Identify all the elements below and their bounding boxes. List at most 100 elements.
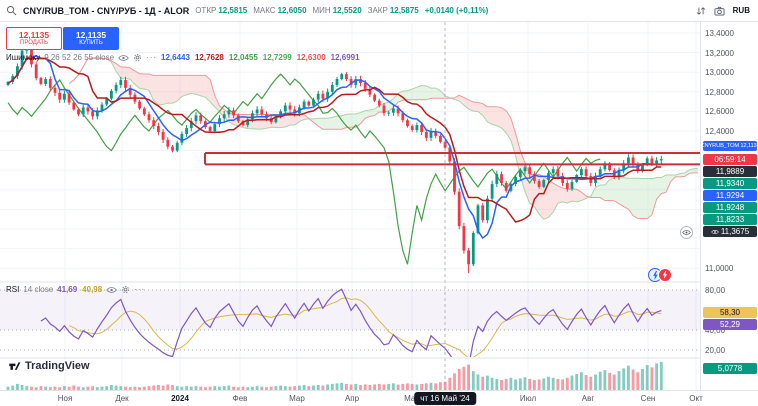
time-label: 2024: [171, 394, 189, 403]
price-tick: 12,4000: [705, 127, 734, 136]
ohlc-values: ОТКР 12,5815 МАКС 12,6050 МИН 12,5520 ЗАКР 12,5…: [195, 6, 419, 15]
symbol-price-label: CNYRUB_TOM 12,1135: [703, 141, 757, 152]
more-options-icon[interactable]: ···: [146, 53, 158, 62]
volume-value-label: 5,0778: [703, 363, 757, 374]
rsi-legend[interactable]: RSI 14 close 41,69 40,98 ···: [6, 285, 145, 294]
alert-buttons: [648, 268, 672, 282]
rsi-value: 41,69: [57, 285, 78, 294]
camera-icon[interactable]: [714, 6, 725, 16]
ichimoku-value: 12,6443: [161, 53, 190, 62]
indicator-name: RSI: [6, 285, 20, 294]
gear-icon[interactable]: [121, 285, 130, 294]
rsi-value-label: 52,29: [703, 318, 757, 330]
eye-icon[interactable]: [118, 54, 129, 62]
buy-price: 12,1135: [75, 29, 107, 40]
ohlc-label: ЗАКР: [367, 6, 388, 15]
candles: [6, 31, 663, 274]
rsi-ma-line: [68, 297, 662, 357]
time-label: Июл: [519, 394, 537, 403]
ichimoku-value: 12,6991: [330, 53, 360, 62]
logo-text: TradingView: [25, 359, 90, 372]
ichimoku-value: 12,7299: [262, 53, 292, 62]
volume-bars: [6, 361, 663, 390]
indicator-price-label: 11,9889: [703, 166, 757, 178]
ichimoku-legend[interactable]: Ишимоку 9 26 52 26 55 close ··· 12,6443 1…: [6, 53, 360, 62]
time-label: Окт: [689, 394, 703, 403]
header-right-tools: RUB: [696, 6, 752, 16]
ichimoku-cloud: [69, 57, 698, 220]
indicator-params: 14 close: [23, 285, 54, 294]
time-label: Сен: [640, 394, 656, 403]
ichimoku-value: 12,0455: [228, 53, 258, 62]
sell-button[interactable]: 12,1135 ПРОДАТЬ: [6, 27, 62, 50]
ohlc-value: 12,5815: [218, 6, 248, 15]
time-label: Апр: [344, 394, 360, 403]
price-tick: 12,6000: [705, 107, 734, 117]
eye-icon[interactable]: [106, 286, 117, 294]
indicator-price-label: 11,9248: [703, 202, 757, 214]
price-tick: 12,8000: [705, 87, 734, 97]
kijun-line: [7, 57, 662, 223]
time-label: Май: [404, 394, 420, 403]
ohlc-label: ОТКР: [195, 6, 217, 15]
rsi-value: 40,98: [82, 285, 103, 294]
symbol-title[interactable]: CNY/RUB_TOM - CNY/РУБ - 1Д - ALOR: [23, 5, 190, 16]
compare-arrows-icon[interactable]: [696, 6, 706, 16]
sell-price: 12,1135: [18, 29, 50, 40]
ohlc-label: МИН: [312, 6, 331, 15]
rsi-value-label: 58,30: [703, 306, 757, 318]
ohlc-label: МАКС: [253, 6, 276, 15]
ichimoku-value: 12,6300: [296, 53, 326, 62]
indicator-name: Ишимоку: [6, 53, 41, 62]
alert-eye-button[interactable]: [680, 226, 693, 239]
price-tick: 13,2000: [705, 48, 734, 58]
indicator-price-label: 11,8233: [703, 214, 757, 226]
indicator-price-label: 11,9340: [703, 178, 757, 190]
senkou-b-line: [68, 58, 698, 220]
buy-label: КУПИТЬ: [79, 39, 103, 46]
rsi-tick: 20,00: [705, 346, 726, 355]
gear-icon[interactable]: [133, 53, 142, 62]
ohlc-value: 12,6050: [277, 6, 307, 15]
tradingview-mark: [9, 362, 21, 370]
order-widget: 12,1135 ПРОДАТЬ 12,1135 КУПИТЬ: [6, 27, 119, 50]
time-label: Авг: [581, 394, 595, 403]
time-label: Дек: [115, 394, 129, 403]
rsi-tick: 80,00: [705, 286, 726, 295]
crosshair-date-tooltip: чт 16 Май '24: [414, 392, 476, 405]
indicator-price-label: 11,9294: [703, 190, 757, 202]
tenkan-line: [7, 54, 662, 240]
alert-price-label: 11,3675: [703, 226, 757, 238]
ohlc-value: 12,5520: [332, 6, 362, 15]
symbol-search-icon[interactable]: [6, 5, 17, 16]
rsi-values: 41,69 40,98: [57, 285, 102, 294]
buy-button[interactable]: 12,1135 КУПИТЬ: [63, 27, 119, 50]
sell-label: ПРОДАТЬ: [20, 39, 48, 46]
time-axis[interactable]: НояДек2024ФевМарАпрМайИюнИюлАвгСенОктчт …: [0, 390, 758, 406]
more-options-icon[interactable]: ···: [134, 285, 146, 294]
alert-bell-icon[interactable]: [658, 268, 672, 282]
ichimoku-value: 12,7628: [194, 53, 224, 62]
rsi-line: [40, 288, 662, 357]
price-axis[interactable]: 13,4000 13,2000 13,0000 12,8000 12,6000 12,40…: [700, 22, 758, 390]
currency-button[interactable]: RUB: [732, 6, 750, 15]
chart-canvas[interactable]: [0, 22, 700, 390]
indicator-params: 9 26 52 26 55 close: [44, 53, 115, 62]
senkou-a-line: [68, 56, 698, 220]
price-tick: 13,4000: [705, 29, 734, 38]
price-tick: 13,0000: [705, 68, 734, 78]
rsi-tick: 40,00: [705, 326, 726, 335]
price-change: +0,0140 (+0,11%): [424, 6, 489, 15]
tradingview-logo[interactable]: TradingView: [8, 359, 90, 372]
time-label: Фев: [232, 394, 248, 403]
ohlc-value: 12,5875: [389, 6, 419, 15]
price-tick: 11,0000: [705, 264, 734, 274]
ichimoku-values: 12,6443 12,7628 12,0455 12,7299 12,6300 12,69…: [161, 53, 360, 62]
drawn-annotations: [204, 152, 700, 166]
time-label: Ноя: [57, 394, 73, 403]
time-label: Мар: [289, 394, 305, 403]
top-toolbar: CNY/RUB_TOM - CNY/РУБ - 1Д - ALOR ОТКР 12…: [0, 0, 758, 22]
gridlines: [0, 22, 700, 390]
rsi-band: [0, 290, 700, 330]
